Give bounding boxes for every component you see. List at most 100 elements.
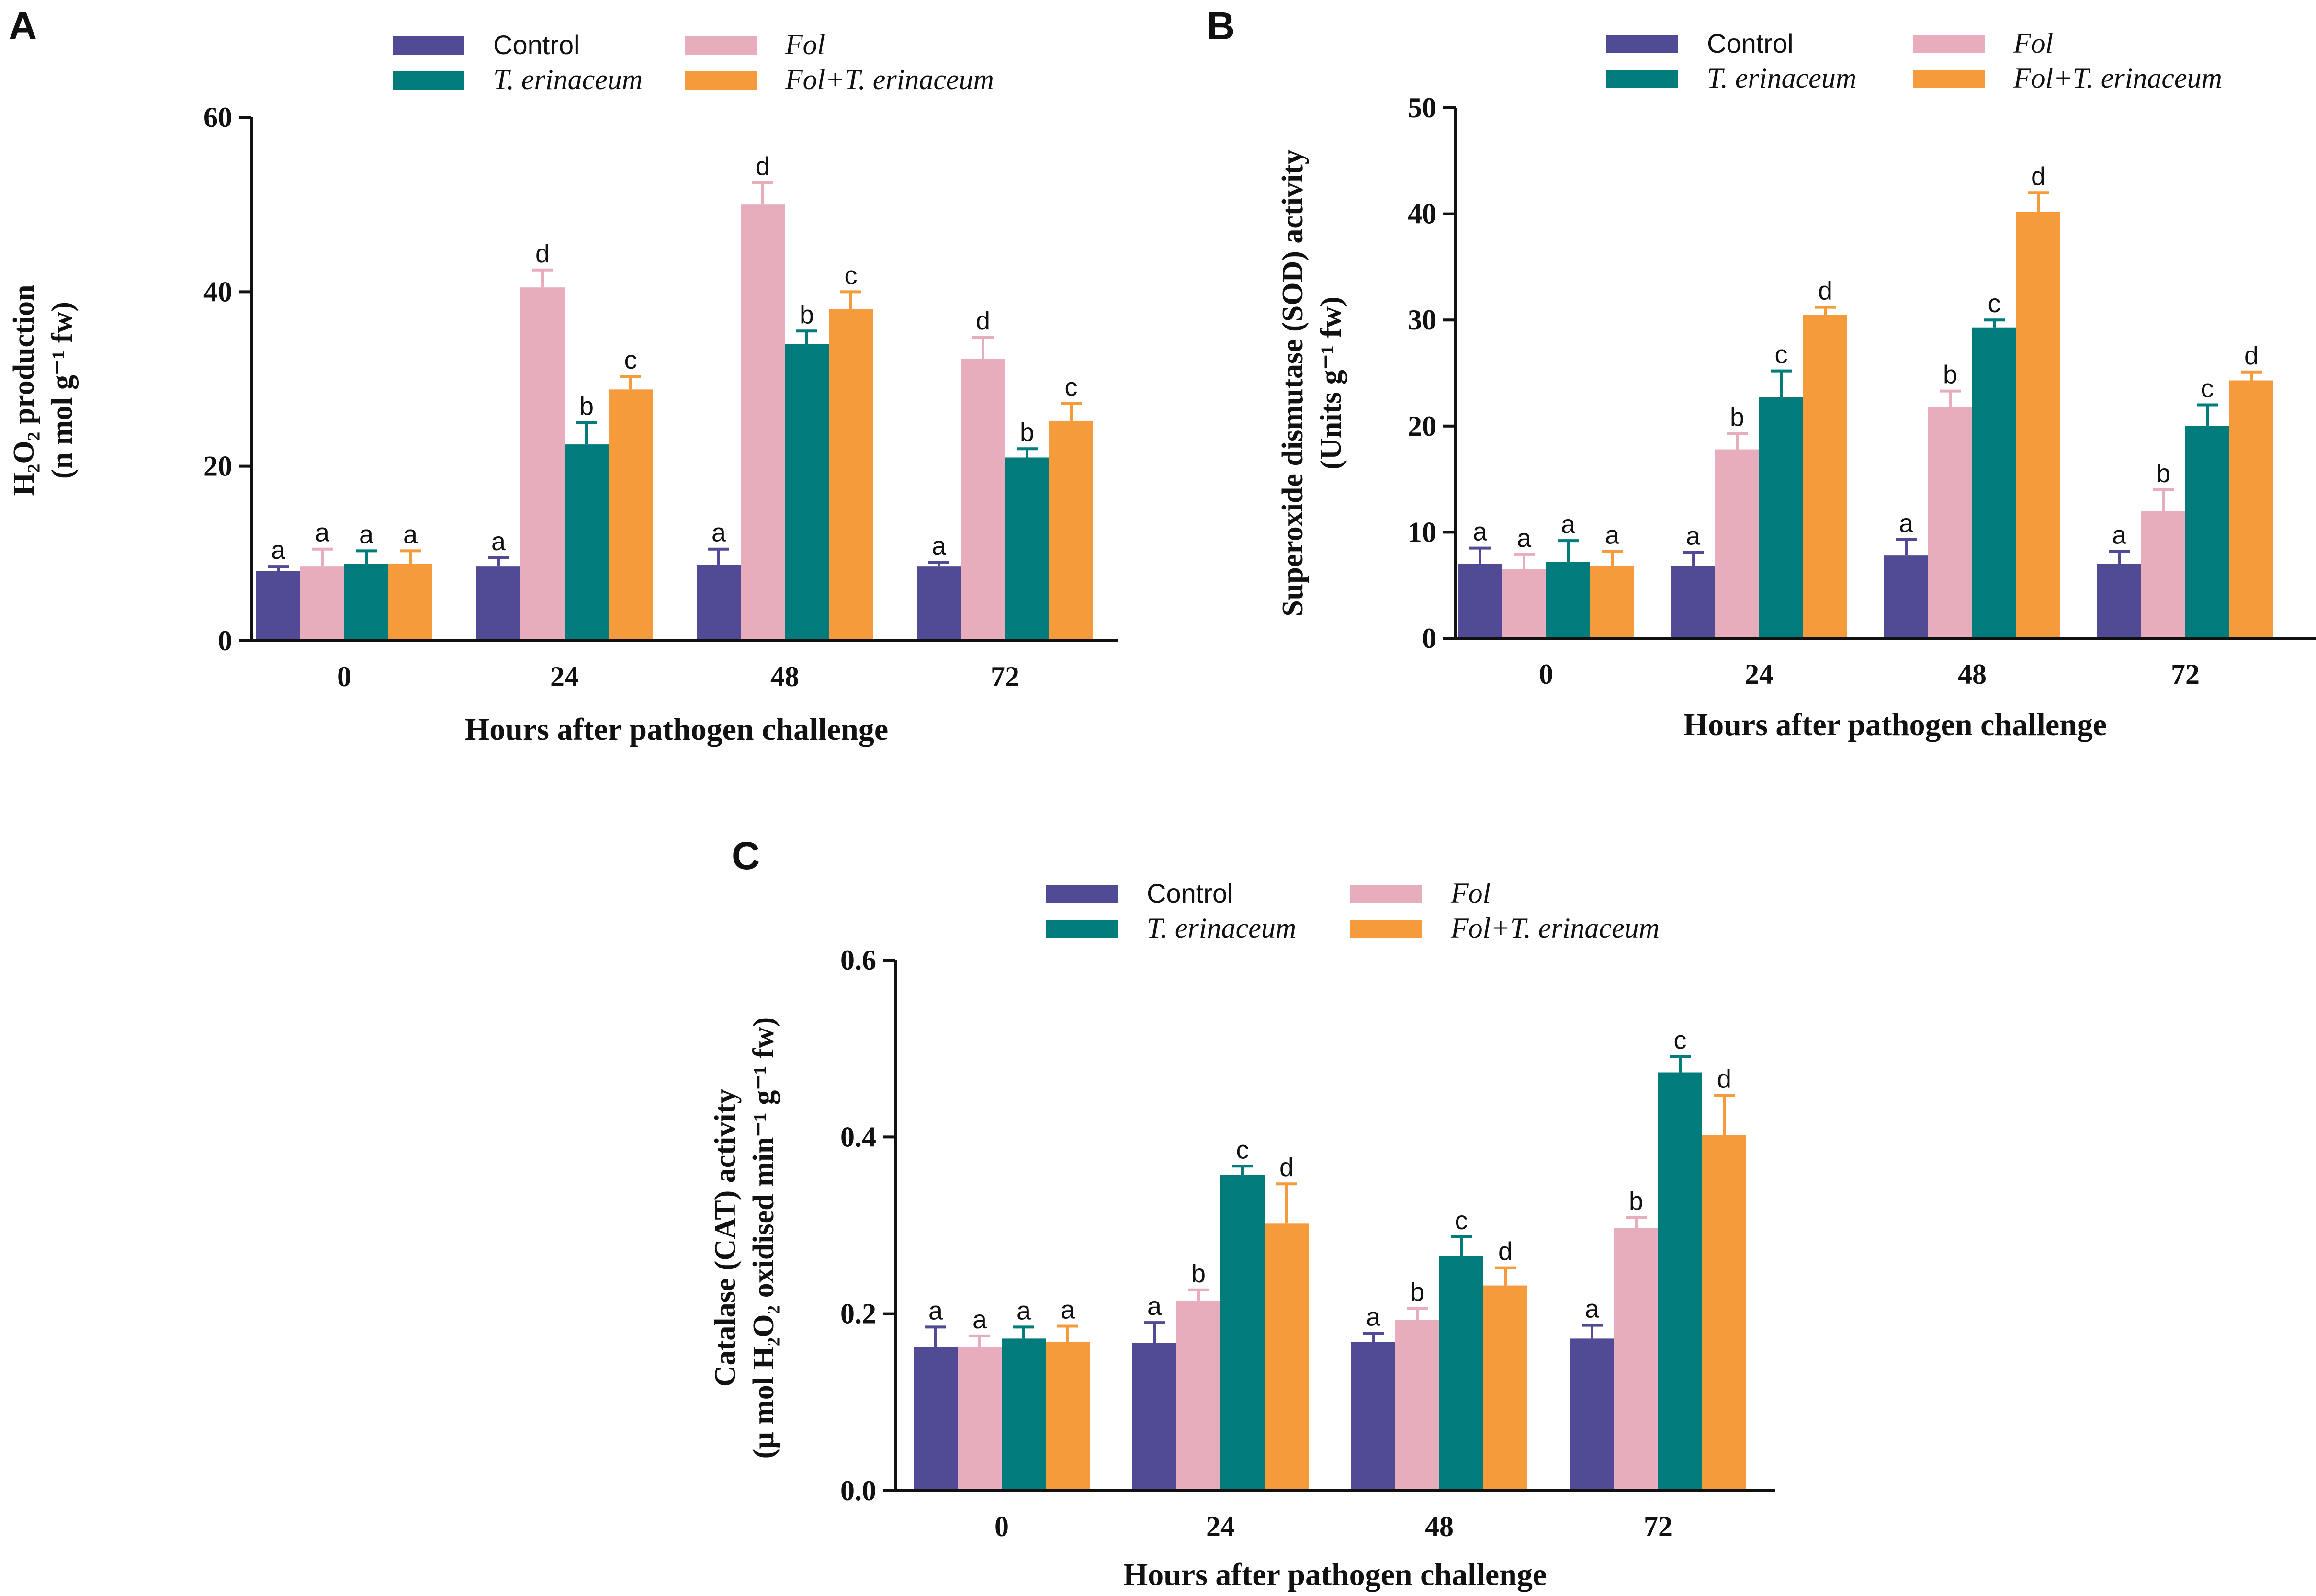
panel-b-significance-fol-24h: b — [1730, 403, 1744, 431]
panel-a-y-tick-label-0: 0 — [218, 625, 232, 657]
panel-a-significance-control-24h: a — [491, 527, 506, 556]
panel-b-y-tick-label-10: 10 — [1408, 516, 1436, 548]
panel-a-significance-fol-72h: d — [976, 306, 990, 335]
panel-a-bar-fol-48h — [741, 204, 785, 641]
panel-c-y-tick-label-0.2: 0.2 — [840, 1298, 876, 1330]
panel-b-bar-fol-0h — [1502, 569, 1546, 638]
panel-c-y-tick-label-0.0: 0.0 — [840, 1475, 876, 1506]
panel-c-significance-fol-t-erinaceum-24h: d — [1279, 1153, 1294, 1182]
panel-c-significance-t-erinaceum-48h: c — [1455, 1206, 1468, 1235]
panel-b-significance-t-erinaceum-72h: c — [2201, 374, 2214, 403]
panel-c-bar-control-48h — [1351, 1342, 1395, 1491]
panel-c-significance-fol-t-erinaceum-48h: d — [1498, 1237, 1513, 1266]
panel-a-y-tick-label-20: 20 — [203, 451, 232, 482]
panel-a-bar-t-erinaceum-0h — [344, 564, 388, 641]
panel-a-significance-t-erinaceum-48h: b — [800, 300, 814, 329]
panel-b-legend-swatch-fol-t-erinaceum — [1913, 70, 1985, 88]
panel-b-significance-fol-t-erinaceum-24h: d — [1818, 277, 1832, 306]
panel-b-legend-swatch-control — [1606, 35, 1678, 53]
panel-a-significance-fol-t-erinaceum-48h: c — [845, 261, 858, 290]
panel-b-bar-t-erinaceum-0h — [1546, 562, 1590, 638]
panel-a-significance-fol-t-erinaceum-0h: a — [403, 520, 418, 549]
panel-b-x-tick-label-72: 72 — [2171, 658, 2200, 690]
panel-c-bar-control-0h — [914, 1346, 958, 1491]
panel-b-label: B — [1207, 4, 1235, 48]
panel-c-significance-t-erinaceum-24h: c — [1236, 1135, 1249, 1164]
panel-b-significance-control-48h: a — [1899, 509, 1914, 538]
panel-a-significance-fol-24h: d — [535, 239, 550, 268]
panel-b-x-tick-label-48: 48 — [1958, 658, 1987, 690]
panel-c-significance-fol-t-erinaceum-0h: a — [1061, 1296, 1075, 1324]
panel-a-significance-t-erinaceum-0h: a — [359, 520, 374, 549]
panel-c-significance-t-erinaceum-0h: a — [1017, 1296, 1031, 1325]
panel-c-bar-control-72h — [1570, 1338, 1614, 1491]
panel-a-x-axis-label: Hours after pathogen challenge — [465, 712, 888, 747]
panel-c-legend-swatch-t-erinaceum — [1046, 920, 1118, 938]
panel-a-x-tick-label-72: 72 — [991, 661, 1019, 692]
panel-c-significance-fol-48h: b — [1410, 1278, 1424, 1307]
panel-a-legend-label-control: Control — [493, 30, 580, 60]
panel-c-legend-swatch-fol-t-erinaceum — [1350, 920, 1422, 938]
panel-c-significance-t-erinaceum-72h: c — [1674, 1026, 1687, 1054]
panel-c-significance-control-72h: a — [1585, 1295, 1600, 1324]
panel-a-bar-control-24h — [476, 566, 520, 641]
panel-b-bar-control-72h — [2097, 564, 2141, 638]
panel-b-bar-fol-t-erinaceum-0h — [1590, 566, 1634, 638]
panel-a-bar-fol-0h — [300, 566, 344, 641]
panel-a-bar-fol-72h — [961, 359, 1005, 641]
panel-b-y-axis-label-line2: (Units g⁻¹ fw) — [1315, 296, 1347, 469]
panel-a-bar-t-erinaceum-48h — [785, 344, 829, 641]
panel-c-y-axis-label-line1: Catalase (CAT) activity — [709, 1089, 742, 1387]
panel-b-legend-swatch-t-erinaceum — [1606, 70, 1678, 88]
panel-c-significance-fol-24h: b — [1191, 1259, 1206, 1288]
panel-a-significance-fol-t-erinaceum-24h: c — [624, 346, 637, 374]
panel-c-significance-control-48h: a — [1366, 1302, 1381, 1331]
panel-a-significance-t-erinaceum-72h: b — [1020, 418, 1034, 447]
panel-a-chart: A Control T. erinaceum Fol Fol+T. erinaceum… — [8, 4, 1118, 747]
panel-b-bar-t-erinaceum-48h — [1972, 327, 2016, 638]
panel-a-legend: Control T. erinaceum Fol Fol+T. erinaceum — [393, 29, 994, 95]
panel-c-x-axis-label: Hours after pathogen challenge — [1123, 1557, 1547, 1592]
panel-a-significance-t-erinaceum-24h: b — [579, 392, 594, 421]
panel-b-bar-control-48h — [1884, 555, 1928, 638]
panel-a-x-tick-label-0: 0 — [337, 661, 351, 692]
panel-a-bar-fol-t-erinaceum-24h — [609, 389, 653, 641]
panel-c-axes: 0 24 48 72 0.0 0.2 0.4 0.6 — [840, 944, 1775, 1542]
panel-a-y-tick-label-40: 40 — [203, 276, 232, 307]
panel-c-bar-t-erinaceum-72h — [1658, 1072, 1702, 1491]
panel-c-legend-label-fol-t-erinaceum: Fol+T. erinaceum — [1450, 912, 1660, 944]
panel-b-significance-control-72h: a — [2112, 521, 2127, 549]
panel-c-legend-label-t-erinaceum: T. erinaceum — [1147, 912, 1296, 944]
panel-c-x-tick-label-48: 48 — [1425, 1511, 1454, 1542]
panel-b-x-tick-label-0: 0 — [1539, 658, 1553, 690]
panel-a-legend-label-t-erinaceum: T. erinaceum — [493, 64, 643, 95]
panel-b-bar-fol-24h — [1715, 449, 1759, 638]
panel-b-significance-control-24h: a — [1686, 522, 1701, 551]
panel-c-bar-fol-24h — [1176, 1300, 1220, 1491]
panel-b-bar-fol-t-erinaceum-24h — [1803, 315, 1847, 638]
panel-b-bar-control-24h — [1671, 566, 1715, 638]
panel-b-y-tick-label-50: 50 — [1408, 92, 1436, 124]
panel-a-significance-fol-0h: a — [315, 519, 330, 547]
panel-a-significance-control-0h: a — [271, 536, 286, 565]
panel-c-legend-label-control: Control — [1147, 878, 1233, 908]
panel-a-legend-swatch-fol-t-erinaceum — [685, 71, 757, 90]
panel-a-significance-control-48h: a — [712, 519, 726, 547]
panel-c-label: C — [732, 834, 760, 878]
panel-c-bar-fol-0h — [958, 1346, 1002, 1491]
panel-b-significance-t-erinaceum-48h: c — [1988, 289, 2001, 318]
panel-c-bar-fol-t-erinaceum-72h — [1702, 1135, 1746, 1491]
panel-c-bar-control-24h — [1132, 1343, 1176, 1491]
panel-c-bar-fol-48h — [1395, 1320, 1439, 1491]
panel-b-bar-fol-t-erinaceum-72h — [2229, 380, 2273, 638]
panel-c-legend-swatch-control — [1046, 885, 1118, 903]
panel-b-significance-t-erinaceum-24h: c — [1775, 340, 1788, 369]
panel-b-bar-t-erinaceum-24h — [1759, 397, 1803, 638]
panel-b-legend-label-fol-t-erinaceum: Fol+T. erinaceum — [2013, 62, 2222, 94]
panel-a-bar-control-72h — [917, 566, 961, 641]
panel-a-legend-swatch-fol — [685, 36, 757, 55]
panel-b-legend-swatch-fol — [1913, 35, 1985, 53]
